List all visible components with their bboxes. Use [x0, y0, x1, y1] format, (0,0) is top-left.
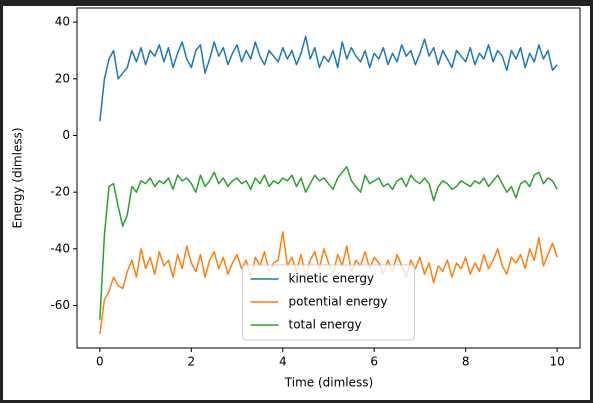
x-tick-label: 4 [279, 355, 287, 369]
x-tick-label: 6 [370, 355, 378, 369]
series-line [99, 35, 558, 122]
series-line [99, 231, 558, 334]
legend-label: potential energy [289, 295, 388, 309]
x-tick-label: 2 [187, 355, 195, 369]
y-tick-label: -60 [50, 298, 70, 312]
y-tick-label: 0 [62, 128, 70, 142]
legend-box [242, 264, 415, 341]
legend-label: kinetic energy [289, 272, 375, 286]
y-tick-label: 40 [55, 15, 70, 29]
y-tick-label: 20 [55, 71, 70, 85]
x-tick-label: 8 [462, 355, 470, 369]
y-tick-label: -40 [50, 241, 70, 255]
plot-frame [76, 7, 581, 349]
legend-label: total energy [289, 318, 362, 332]
x-tick-label: 0 [96, 355, 104, 369]
x-axis-label: Time (dimless) [284, 376, 373, 390]
series-line [99, 165, 558, 320]
legend: kinetic energy potential energy total ener… [242, 264, 415, 341]
x-tick-label: 10 [549, 355, 564, 369]
y-tick-label: -20 [50, 185, 70, 199]
y-axis-label: Energy (dimless) [11, 127, 25, 228]
